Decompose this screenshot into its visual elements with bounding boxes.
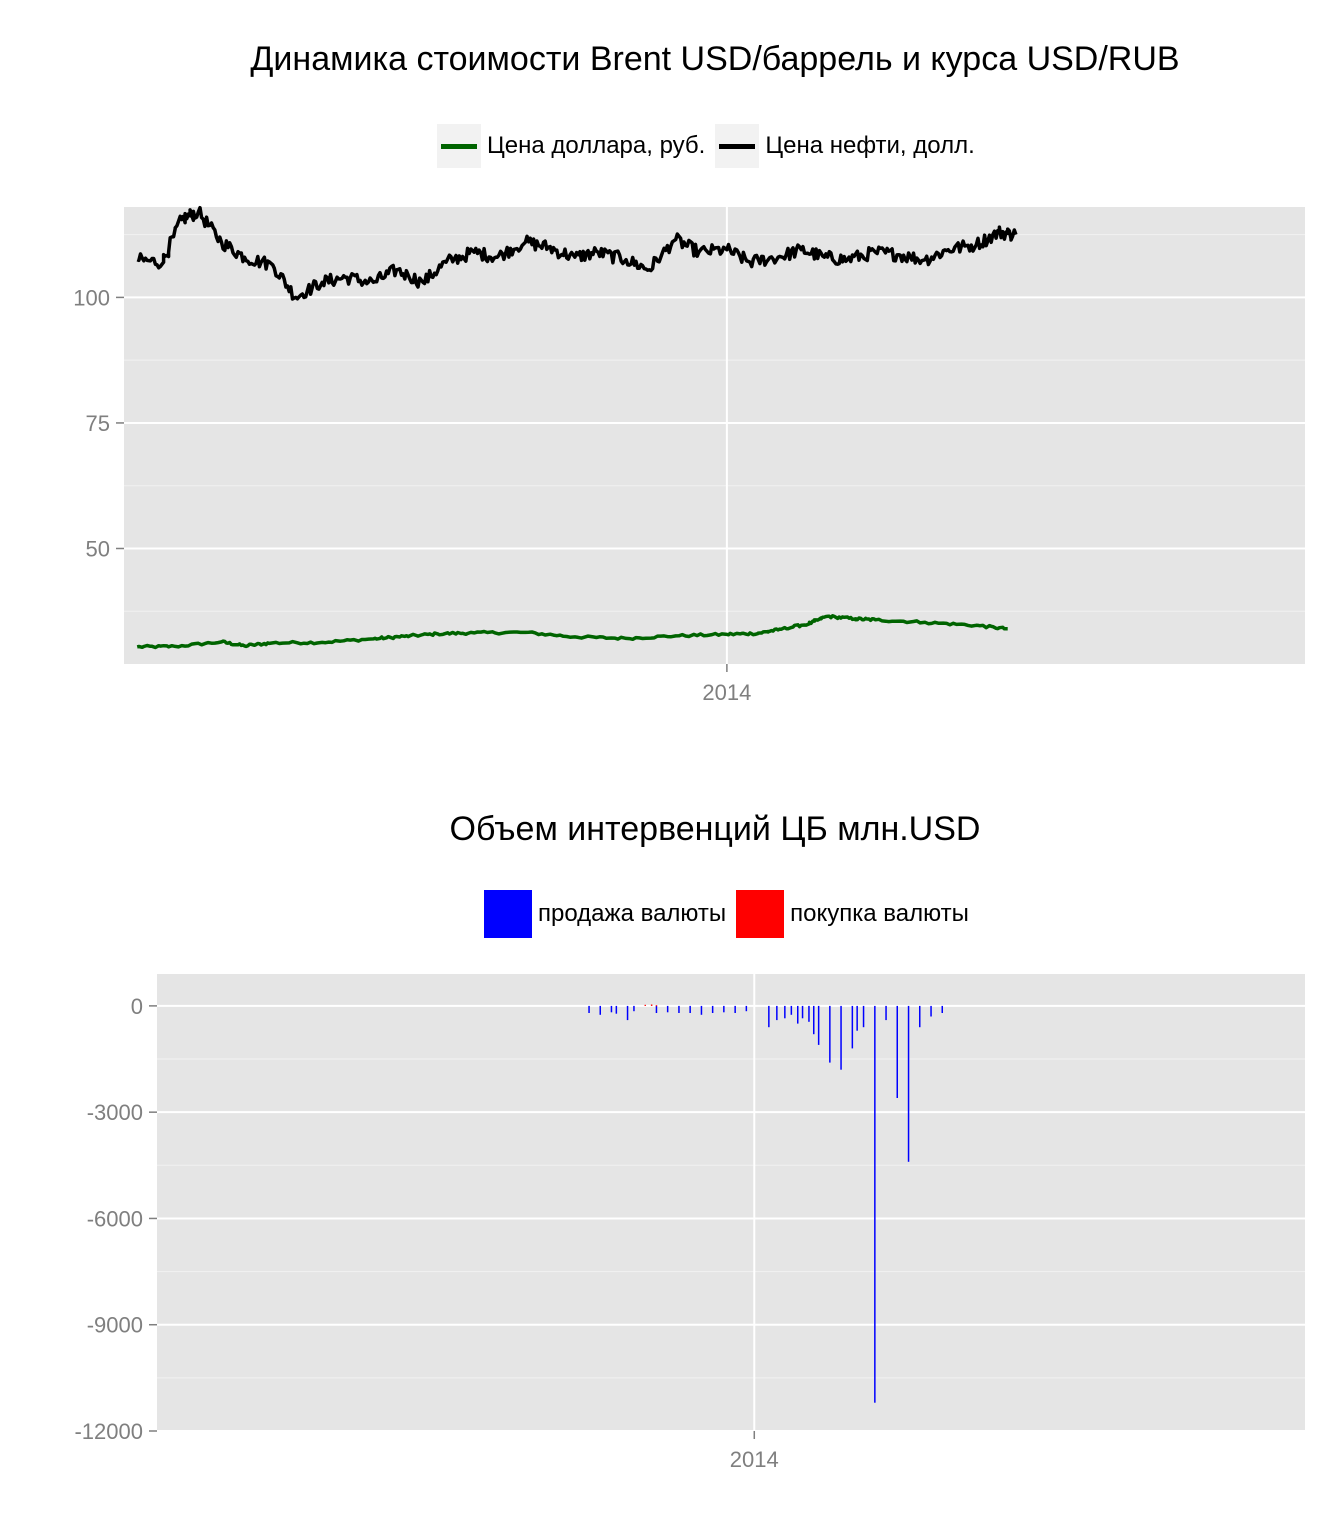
top-panel-y-tick-label: 50: [86, 536, 110, 561]
sell-bar: [829, 1005, 831, 1063]
sell-bar: [678, 1005, 680, 1013]
sell-bar: [930, 1005, 932, 1017]
legend-label-sell: продажа валюты: [538, 900, 727, 927]
bottom-panel-background: [157, 974, 1305, 1431]
sell-bar: [790, 1005, 793, 1015]
bottom-panel-x-tick-label: 2014: [730, 1447, 779, 1472]
sell-bar: [851, 1005, 854, 1049]
sell-bar: [776, 1005, 778, 1021]
sell-bar: [840, 1005, 842, 1070]
sell-bar: [626, 1005, 629, 1021]
top-panel-y-tick-label: 100: [73, 285, 110, 310]
sell-bar: [896, 1005, 898, 1098]
sell-bar: [768, 1005, 770, 1028]
legend-label-buy: покупка валюты: [790, 900, 969, 927]
sell-bar: [711, 1005, 714, 1013]
sell-bar: [817, 1005, 820, 1045]
legend-top: Цена доллара, руб. Цена нефти, долл.: [437, 124, 985, 168]
buy-bar: [650, 1004, 653, 1006]
legend-key-usd: [437, 124, 481, 168]
sell-bar: [941, 1005, 943, 1013]
sell-bar: [862, 1005, 865, 1028]
bottom-panel-y-tick-label: -9000: [87, 1313, 143, 1338]
sell-bar: [784, 1005, 786, 1019]
sell-bar: [666, 1005, 669, 1013]
bottom-panel-y-tick-label: 0: [131, 994, 143, 1019]
top-panel-background: [124, 207, 1305, 664]
top-panel-x-tick-label: 2014: [702, 680, 751, 705]
legend-key-oil: [715, 124, 760, 168]
usd-rub-line: [136, 614, 1008, 650]
sell-bar: [856, 1005, 858, 1031]
bottom-panel-y-tick-label: -3000: [87, 1100, 143, 1125]
bottom-panel-y-tick-label: -6000: [87, 1206, 143, 1231]
legend-label-oil: Цена нефти, долл.: [765, 132, 975, 159]
sell-bar: [801, 1005, 804, 1019]
sell-bar: [919, 1005, 921, 1028]
chart-title-top: Динамика стоимости Brent USD/баррель и к…: [250, 40, 1180, 78]
sell-bar: [874, 1005, 876, 1403]
sell-bar: [797, 1005, 799, 1024]
sell-bar: [907, 1005, 910, 1162]
chart-title-bottom: Объем интервенций ЦБ млн.USD: [449, 810, 981, 848]
legend-bottom: продажа валюты покупка валюты: [484, 890, 979, 938]
sell-bar: [610, 1005, 613, 1013]
brent-line: [136, 205, 1018, 301]
buy-bar: [644, 1004, 646, 1006]
legend-key-buy: [736, 890, 785, 938]
sell-bar: [808, 1005, 810, 1022]
sell-bar: [655, 1005, 658, 1013]
sell-bar: [734, 1005, 736, 1013]
sell-bar: [723, 1005, 725, 1013]
top-panel-y-tick-label: 75: [86, 411, 110, 436]
legend-key-sell: [484, 890, 532, 938]
sell-bar: [615, 1005, 618, 1014]
sell-bar: [885, 1005, 887, 1021]
legend-label-usd: Цена доллара, руб.: [487, 132, 706, 159]
sell-bar: [689, 1005, 691, 1013]
sell-bar: [599, 1005, 601, 1015]
bottom-panel-y-tick-label: -12000: [74, 1419, 143, 1444]
sell-bar: [588, 1005, 590, 1013]
sell-bar: [745, 1005, 748, 1012]
sell-bar: [700, 1005, 703, 1015]
sell-bar: [633, 1005, 635, 1012]
sell-bar: [813, 1005, 815, 1035]
buy-bar: [655, 1005, 658, 1007]
